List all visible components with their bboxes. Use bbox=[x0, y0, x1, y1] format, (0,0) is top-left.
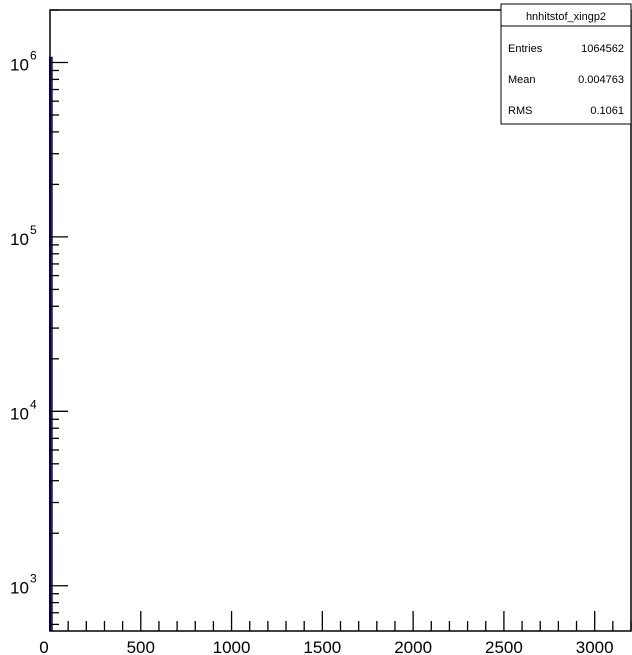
x-tick-label-2000: 2000 bbox=[394, 638, 432, 655]
plot-frame-border bbox=[49, 9, 632, 632]
stats-box-title: hnhitstof_xingp2 bbox=[526, 11, 606, 23]
x-tick-label-1000: 1000 bbox=[213, 638, 251, 655]
stats-box: hnhitstof_xingp2 Entries 1064562 Mean 0.… bbox=[500, 3, 632, 125]
plot-frame bbox=[49, 9, 632, 632]
stats-mean-label: Mean bbox=[508, 74, 536, 86]
y-tick-label-exponent-10000: 4 bbox=[30, 397, 37, 411]
y-tick-label-10000: 10 bbox=[10, 404, 29, 423]
stats-rms-value: 0.1061 bbox=[590, 105, 624, 117]
y-tick-label-exponent-100000: 5 bbox=[30, 223, 37, 237]
stats-box-border bbox=[500, 3, 632, 125]
stats-rms-label: RMS bbox=[508, 105, 532, 117]
x-tick-label-0: 0 bbox=[39, 638, 48, 655]
y-tick-label-100000: 10 bbox=[10, 230, 29, 249]
y-tick-label-exponent-1000000: 6 bbox=[30, 49, 37, 63]
y-tick-label-1000: 10 bbox=[10, 579, 29, 598]
x-tick-label-2500: 2500 bbox=[485, 638, 523, 655]
y-tick-label-1000000: 10 bbox=[10, 56, 29, 75]
x-axis: 0 500 1000 1500 2000 2500 3000 bbox=[39, 611, 632, 655]
y-tick-label-exponent-1000: 3 bbox=[30, 572, 37, 586]
x-tick-label-3000: 3000 bbox=[576, 638, 614, 655]
stats-entries-label: Entries bbox=[508, 43, 543, 55]
stats-entries-value: 1064562 bbox=[581, 43, 624, 55]
x-tick-label-500: 500 bbox=[127, 638, 155, 655]
stats-mean-value: 0.004763 bbox=[578, 74, 624, 86]
x-tick-label-1500: 1500 bbox=[303, 638, 341, 655]
